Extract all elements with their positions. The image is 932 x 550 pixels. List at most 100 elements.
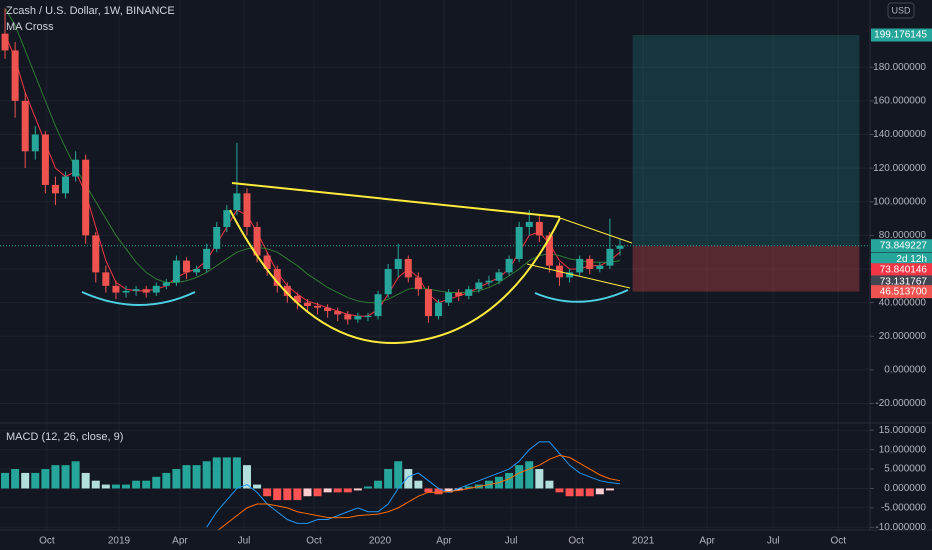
y-tick-label: 100.000000 xyxy=(873,196,926,207)
candle-body xyxy=(445,292,453,303)
histogram-bar xyxy=(595,488,604,495)
histogram-bar xyxy=(182,465,191,489)
x-tick-label: Oct xyxy=(306,536,322,547)
price-label: 73.131767 xyxy=(880,277,928,288)
candle-body xyxy=(132,289,140,291)
histogram-bar xyxy=(263,488,272,497)
histogram-bar xyxy=(31,472,40,489)
candle-body xyxy=(41,134,49,185)
candle-body xyxy=(596,265,604,270)
currency[interactable]: USD xyxy=(891,5,911,15)
left-shoulder xyxy=(81,291,196,306)
histogram-bar xyxy=(313,488,322,497)
candle-body xyxy=(152,285,160,293)
histogram-bar xyxy=(101,484,110,489)
price-label-bg xyxy=(871,275,932,289)
histogram-bar xyxy=(434,488,443,495)
candle-body xyxy=(485,280,493,283)
axes: Oct 2019 Apr Jul Oct 2020 Apr Jul Oct 2021 Apr Jul O… xyxy=(39,28,932,547)
candle-body xyxy=(283,285,291,296)
x-tick-label: Jul xyxy=(767,536,780,547)
candle-body xyxy=(495,272,503,281)
y-tick-label: 120.000000 xyxy=(873,163,926,174)
y-tick-label: 20.000000 xyxy=(879,331,927,342)
candle-body xyxy=(606,248,614,266)
y-tick-label: 5.000000 xyxy=(884,464,926,475)
candle-body xyxy=(293,295,301,303)
macd-pane xyxy=(1,441,621,530)
histogram-bar xyxy=(363,486,372,489)
candle-body xyxy=(384,269,392,295)
stop-zone xyxy=(632,245,860,292)
histogram-bar xyxy=(212,457,221,489)
histogram-bar xyxy=(122,484,131,489)
candle-body xyxy=(374,294,382,317)
candle-body xyxy=(394,258,402,270)
candle-body xyxy=(122,290,130,293)
histogram-bar xyxy=(273,488,282,501)
y-tick-label: -20.000000 xyxy=(875,398,926,409)
countdown: 2d 12h xyxy=(896,254,927,265)
histogram-bar xyxy=(323,488,332,493)
symbol-title: Zcash / U.S. Dollar, 1W, BINANCE xyxy=(6,5,175,17)
price-label: 73.840146 xyxy=(880,264,928,275)
histogram-bar xyxy=(565,488,574,497)
position-tool xyxy=(0,35,870,292)
last-price-bg xyxy=(871,239,932,253)
candle-body xyxy=(82,159,90,236)
candle-body xyxy=(576,258,584,273)
histogram-bar xyxy=(111,484,120,489)
candle-body xyxy=(162,282,170,286)
histogram-bar xyxy=(192,465,201,489)
candle-body xyxy=(324,307,332,312)
candle-body xyxy=(213,226,221,249)
candle-body xyxy=(545,235,553,266)
candle-body xyxy=(142,289,150,293)
cup-curve xyxy=(229,209,561,345)
candle-body xyxy=(233,193,241,211)
indicator-label: MA Cross xyxy=(6,21,54,33)
y-tick-label: 180.000000 xyxy=(873,62,926,73)
histogram-bar xyxy=(232,457,241,489)
histogram-bar xyxy=(283,488,292,501)
candle-body xyxy=(616,245,624,249)
candle-body xyxy=(404,258,412,278)
candle-body xyxy=(223,210,231,227)
candle-body xyxy=(21,100,29,152)
candle-body xyxy=(1,33,9,51)
x-tick-label: Apr xyxy=(436,536,452,547)
candle-body xyxy=(72,159,80,177)
histogram-bar xyxy=(605,488,614,491)
y-tick-label: 140.000000 xyxy=(873,129,926,140)
candle-body xyxy=(364,316,372,318)
candle-body xyxy=(525,221,533,227)
target-label-bg xyxy=(871,28,932,42)
histogram-bar xyxy=(91,480,100,489)
histogram-bar xyxy=(404,469,413,489)
trendline xyxy=(231,182,561,218)
histogram-bar xyxy=(51,465,60,489)
candle-body xyxy=(414,277,422,290)
candle-body xyxy=(62,176,70,194)
histogram-bar xyxy=(505,472,514,489)
y-tick-label: -10.000000 xyxy=(875,522,926,533)
histogram-bar xyxy=(242,465,251,489)
histogram-bar xyxy=(333,488,342,493)
wedge-lines xyxy=(526,217,633,289)
histogram-bar xyxy=(293,488,302,501)
x-tick-label: 2021 xyxy=(632,536,655,547)
candle-body xyxy=(586,258,594,270)
candle-body xyxy=(31,134,39,152)
histogram-bar xyxy=(374,480,383,489)
histogram-bar xyxy=(202,461,211,489)
candle-body xyxy=(475,282,483,290)
y-tick-label: 80.000000 xyxy=(879,230,927,241)
histogram-bar xyxy=(535,469,544,489)
histogram-bar xyxy=(152,476,161,489)
histogram-bar xyxy=(132,480,141,489)
currency-button[interactable] xyxy=(887,2,915,19)
candle-body xyxy=(263,255,271,270)
candle-body xyxy=(344,314,352,320)
